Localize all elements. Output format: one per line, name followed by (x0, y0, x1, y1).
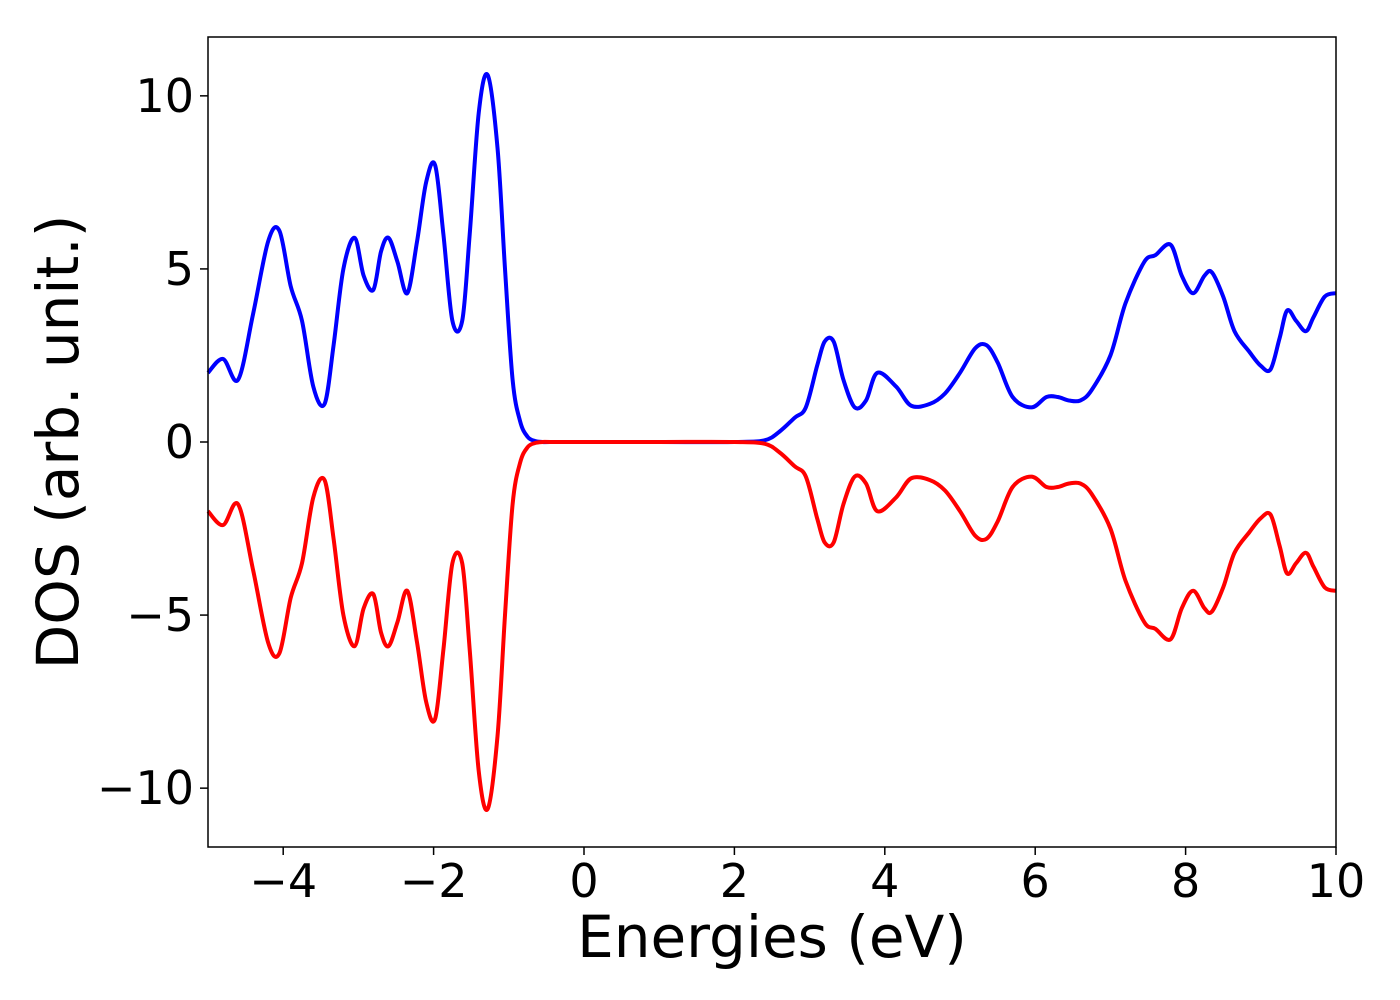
x-tick-label: 6 (1021, 854, 1050, 908)
series-layer (206, 71, 1337, 813)
x-tick-label: 0 (569, 854, 598, 908)
x-tick-label: −2 (400, 854, 468, 908)
series-line-1 (206, 71, 1337, 445)
x-tick-label: 2 (720, 854, 749, 908)
y-tick-label: 5 (165, 242, 194, 296)
x-tick-label: 10 (1307, 854, 1366, 908)
y-tick-label: −5 (126, 588, 194, 642)
y-tick-label: −10 (97, 761, 194, 815)
x-tick-label: −4 (249, 854, 317, 908)
y-axis-label: DOS (arb. unit.) (24, 215, 92, 670)
series-line-2 (206, 439, 1337, 813)
x-axis-ticks: −4 −2 0 2 4 6 8 10 (249, 847, 1365, 908)
y-axis-ticks: −10 −5 0 5 10 (97, 69, 208, 815)
x-tick-label: 4 (870, 854, 899, 908)
x-tick-label: 8 (1171, 854, 1200, 908)
plot-frame (207, 36, 1337, 848)
y-tick-label: 10 (135, 69, 194, 123)
x-axis-label: Energies (eV) (577, 903, 967, 971)
y-tick-label: 0 (165, 415, 194, 469)
